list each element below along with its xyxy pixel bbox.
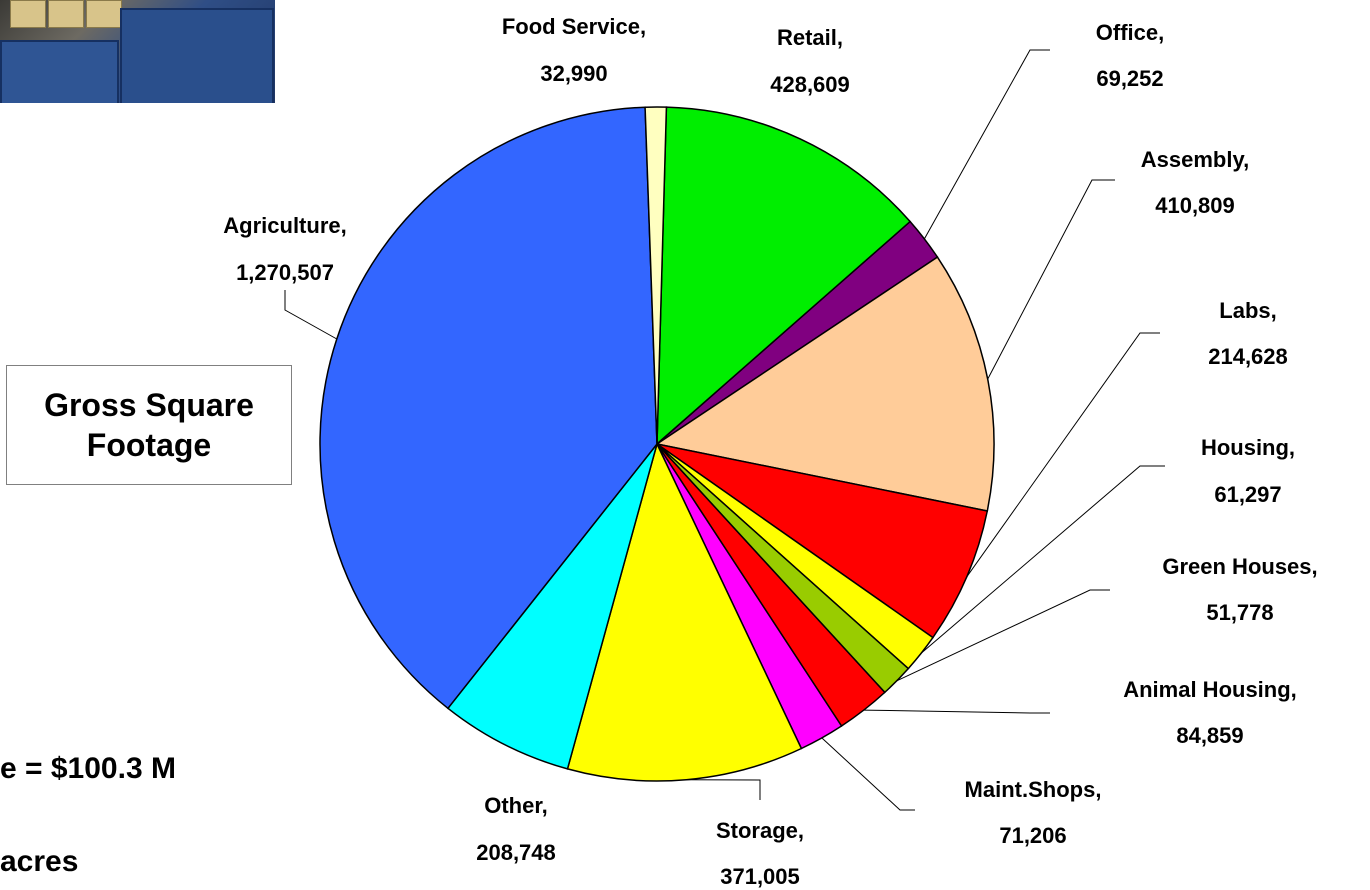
- slice-value-label: 214,628: [1208, 344, 1288, 369]
- slice-label: Agriculture,: [223, 213, 346, 238]
- leader-line: [923, 49, 1050, 240]
- pie-slice-retail: [656, 106, 912, 446]
- pie-slice-other: [446, 443, 658, 770]
- leader-line: [987, 179, 1115, 380]
- gross-square-footage-box: Gross Square Footage: [6, 365, 292, 485]
- slice-value-label: 428,609: [770, 72, 850, 97]
- slice-labels: Retail, 428,609 Office, 69,252 Assembly, 410,…: [223, 14, 1317, 889]
- slice-label: Labs,: [1219, 298, 1276, 323]
- pie-slices: [319, 106, 995, 782]
- gross-square-footage-label: Gross Square Footage: [44, 387, 254, 463]
- slice-label: Animal Housing,: [1123, 677, 1297, 702]
- leader-lines: [284, 49, 1165, 811]
- pie-slice-food-service: [644, 106, 668, 445]
- slice-label: Housing,: [1201, 435, 1295, 460]
- slice-value-label: 32,990: [540, 61, 607, 86]
- acres-text: acres: [0, 845, 79, 878]
- leader-line: [863, 709, 1050, 714]
- leader-line: [686, 779, 761, 800]
- slice-value-label: 61,297: [1214, 482, 1281, 507]
- slice-label: Retail,: [777, 25, 843, 50]
- slice-value-label: 84,859: [1176, 723, 1243, 748]
- slice-value-label: 1,270,507: [236, 260, 334, 285]
- slice-label: Assembly,: [1141, 147, 1249, 172]
- slice-label: Maint.Shops,: [965, 777, 1102, 802]
- pie-slice-storage: [566, 441, 803, 782]
- leader-line: [920, 465, 1165, 654]
- replacement-value-text: e = $100.3 M: [0, 752, 176, 785]
- slice-label: Office,: [1096, 20, 1164, 45]
- slice-label: Storage,: [716, 818, 804, 843]
- leader-line: [821, 737, 915, 811]
- slice-label: Other,: [484, 793, 548, 818]
- slice-label: Food Service,: [502, 14, 646, 39]
- slice-value-label: 410,809: [1155, 193, 1235, 218]
- facility-photo: [0, 0, 275, 103]
- slice-value-label: 51,778: [1206, 600, 1273, 625]
- slice-label: Green Houses,: [1162, 554, 1317, 579]
- slice-value-label: 71,206: [999, 823, 1066, 848]
- slice-value-label: 371,005: [720, 864, 800, 889]
- leader-line: [966, 332, 1160, 578]
- slice-value-label: 69,252: [1096, 66, 1163, 91]
- leader-line: [284, 290, 338, 340]
- leader-line: [896, 589, 1110, 682]
- slice-value-label: 208,748: [476, 840, 556, 865]
